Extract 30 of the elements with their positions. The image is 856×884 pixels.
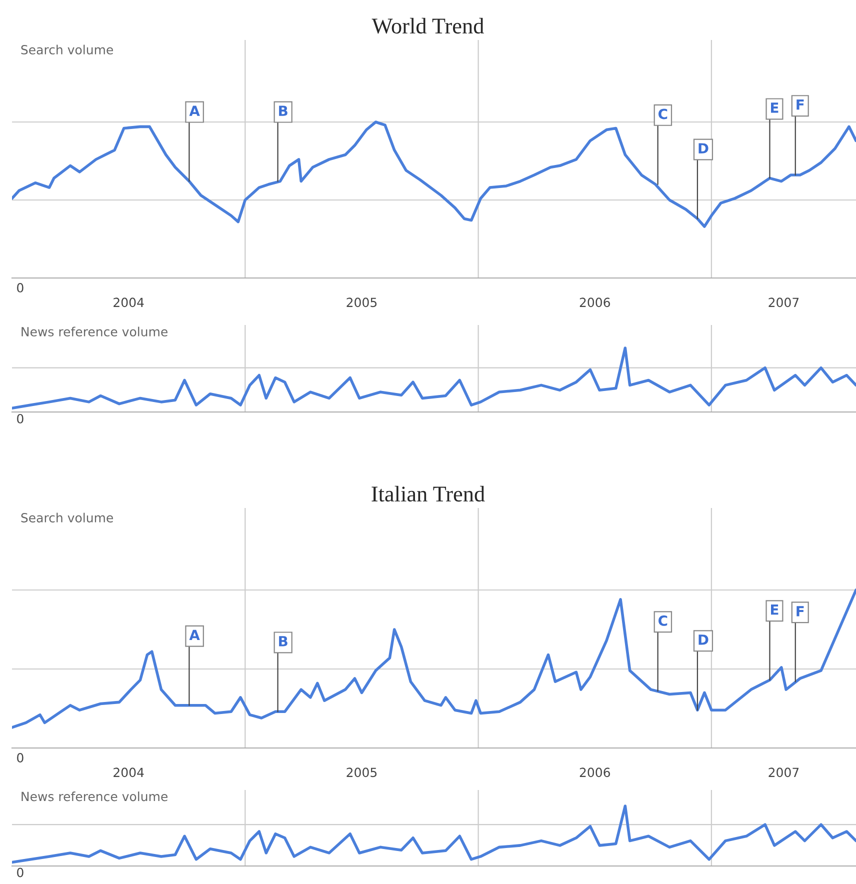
annotation: D — [698, 634, 708, 645]
x-tick-label: 2004 — [114, 298, 144, 308]
x-tick-label: 2005 — [346, 298, 377, 308]
annotation: B — [279, 636, 288, 646]
x-tick-label: 2007 — [768, 768, 799, 778]
y-axis-title: Search volume — [21, 44, 113, 54]
y-axis-title: News reference volume — [22, 792, 168, 802]
annotation: D — [698, 143, 708, 154]
text: 0 — [17, 753, 24, 762]
annotation: C — [658, 108, 668, 120]
x-tick-label: 2005 — [346, 768, 377, 778]
y-axis-title: News reference volume — [22, 326, 168, 336]
annotation: B — [279, 106, 288, 116]
text: 0 — [17, 414, 24, 424]
annotation: E — [771, 604, 778, 615]
annotation: F — [796, 606, 804, 616]
annotation: C — [658, 615, 668, 626]
y-axis-title: Search volume — [21, 512, 113, 522]
annotation: E — [771, 102, 778, 113]
text: 0 — [17, 868, 24, 878]
chart-title: World Trend — [372, 18, 484, 34]
x-tick-label: 2006 — [580, 298, 610, 308]
x-tick-label: 2007 — [768, 298, 799, 308]
x-tick-label: 2004 — [114, 768, 144, 778]
annotation: F — [796, 100, 804, 110]
annotation: A — [189, 106, 200, 116]
chart-title: Italian Trend — [372, 486, 485, 502]
x-tick-label: 2006 — [580, 768, 610, 778]
text: 0 — [17, 282, 24, 292]
annotation: A — [189, 630, 200, 640]
